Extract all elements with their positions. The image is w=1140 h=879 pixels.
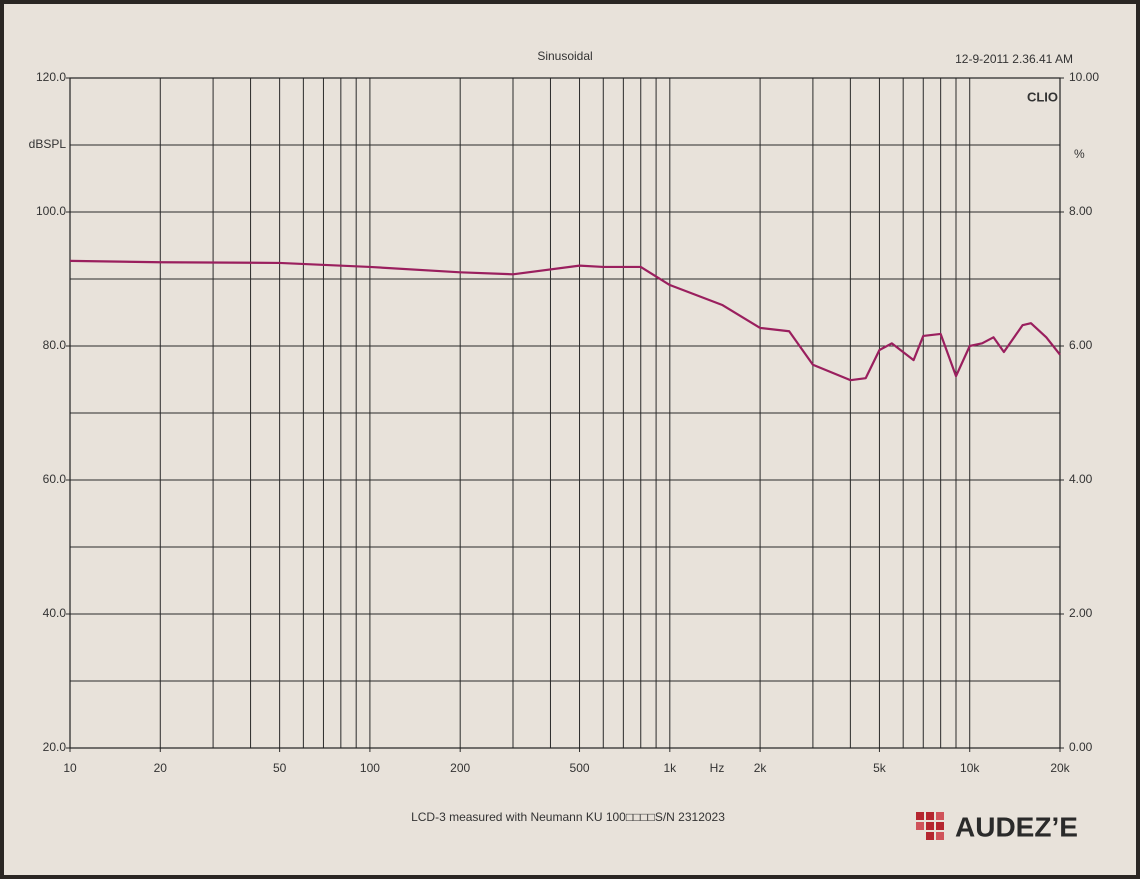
- plot-frame: [69, 77, 1061, 749]
- logo-square: [926, 822, 934, 830]
- logo-square: [936, 822, 944, 830]
- chart-title: Sinusoidal: [537, 49, 592, 63]
- x-tick-label: 10: [63, 761, 77, 775]
- y2-tick-label: 10.00: [1069, 70, 1099, 84]
- logo-square: [926, 812, 934, 820]
- x-tick-label: 5k: [873, 761, 887, 775]
- logo-square: [936, 812, 944, 820]
- y-tick-label: 100.0: [36, 204, 66, 218]
- logo-square: [936, 832, 944, 840]
- x-tick-label: 20k: [1050, 761, 1070, 775]
- y2-tick-label: 6.00: [1069, 338, 1093, 352]
- y-tick-label: 120.0: [36, 70, 66, 84]
- response-curve: [69, 259, 1061, 382]
- x-tick-label: 2k: [754, 761, 768, 775]
- logo-square: [926, 832, 934, 840]
- x-tick-label: 50: [273, 761, 287, 775]
- y2-tick-label: 8.00: [1069, 204, 1093, 218]
- x-tick-label: 20: [154, 761, 168, 775]
- logo-text: AUDEZ’E: [955, 811, 1078, 842]
- y-axis-label: dBSPL: [29, 137, 67, 151]
- x-tick-label: 100: [360, 761, 380, 775]
- y2-tick-label: 0.00: [1069, 740, 1093, 754]
- y-tick-label: 20.0: [43, 740, 67, 754]
- logo-square: [916, 822, 924, 830]
- y-tick-label: 80.0: [43, 338, 67, 352]
- paper: [4, 4, 1136, 875]
- y2-tick-label: 2.00: [1069, 606, 1093, 620]
- y2-tick-label: 4.00: [1069, 472, 1093, 486]
- logo-icon: [916, 812, 944, 840]
- y-tick-label: 60.0: [43, 472, 67, 486]
- x-tick-label: 200: [450, 761, 470, 775]
- y2-axis-label: %: [1074, 147, 1085, 161]
- x-tick-label: 500: [570, 761, 590, 775]
- caption: LCD-3 measured with Neumann KU 100□□□□S/…: [411, 810, 725, 824]
- brand: CLIO: [1027, 89, 1058, 104]
- timestamp: 12-9-2011 2.36.41 AM: [955, 52, 1073, 66]
- x-tick-label: 10k: [960, 761, 980, 775]
- y-tick-label: 40.0: [43, 606, 67, 620]
- x-axis-label: Hz: [710, 761, 725, 775]
- logo-square: [916, 812, 924, 820]
- x-tick-label: 1k: [663, 761, 677, 775]
